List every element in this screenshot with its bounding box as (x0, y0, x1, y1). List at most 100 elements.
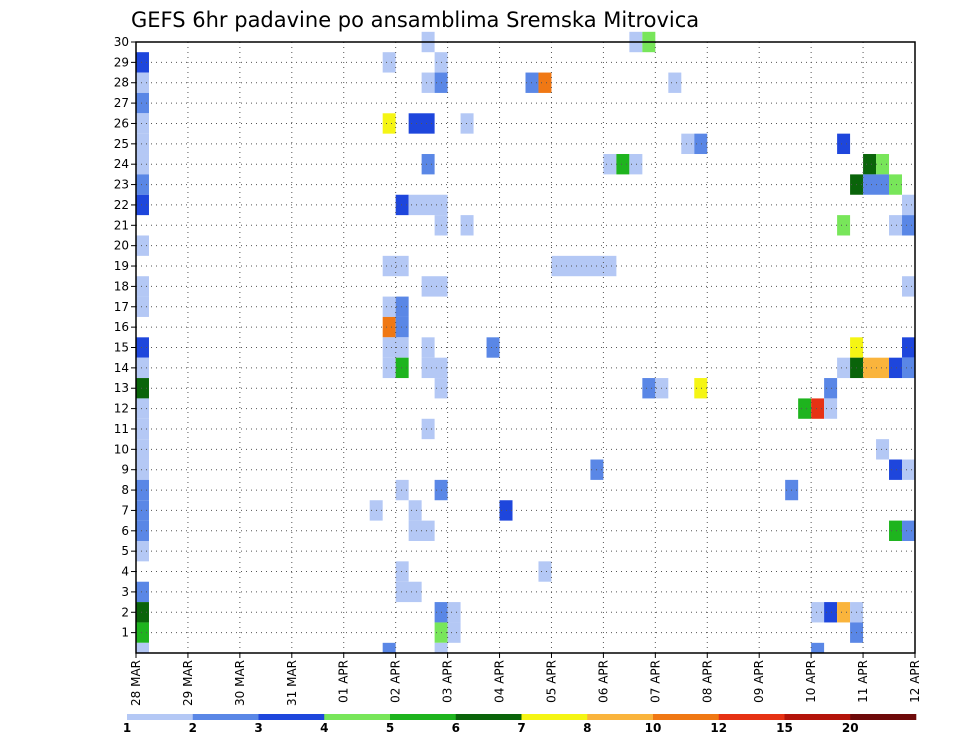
heatmap-cell (136, 439, 149, 460)
x-tick-label: 05 APR (544, 660, 558, 703)
heatmap-cell (421, 154, 435, 175)
heatmap-cell (395, 357, 409, 379)
heatmap-cell (421, 337, 435, 358)
heatmap-cell (136, 500, 149, 521)
x-tick-label: 03 APR (441, 660, 455, 703)
x-tick-label: 09 APR (752, 660, 766, 703)
heatmap-cell (837, 602, 851, 623)
heatmap-cell (902, 215, 915, 236)
heatmap-cell (876, 439, 890, 460)
y-tick-label: 12 (114, 402, 129, 416)
y-tick-label: 21 (114, 218, 129, 232)
heatmap-cell (642, 378, 656, 399)
legend-swatch (850, 714, 917, 720)
heatmap-cell (395, 316, 409, 338)
heatmap-cell (902, 337, 915, 358)
heatmap-cell (447, 622, 461, 643)
y-tick-label: 29 (114, 55, 129, 69)
heatmap-cell (694, 378, 708, 399)
legend-swatch (521, 714, 588, 720)
heatmap-cell (136, 113, 149, 134)
heatmap-cell (408, 500, 422, 521)
legend-swatch (587, 714, 654, 720)
heatmap-cell (863, 154, 877, 175)
legend-swatch (324, 714, 391, 720)
legend-label: 6 (452, 721, 460, 735)
heatmap-cell (486, 337, 500, 358)
heatmap-cell (136, 622, 149, 643)
legend-label: 5 (386, 721, 394, 735)
heatmap-cell (889, 520, 903, 541)
legend-label: 2 (189, 721, 197, 735)
legend-label: 20 (842, 721, 859, 735)
y-tick-label: 27 (114, 96, 129, 110)
y-tick-label: 10 (114, 442, 129, 456)
heatmap-cell (902, 520, 915, 541)
heatmap-cell (837, 215, 851, 236)
y-tick-label: 24 (114, 157, 129, 171)
heatmap-cell (681, 133, 695, 155)
heatmap-cell (136, 642, 149, 653)
y-tick-label: 11 (114, 422, 129, 436)
heatmap-cell (434, 642, 448, 653)
heatmap-cell (136, 398, 149, 419)
colorbar-legend: 1 2 3 4 5 6 7 8 10 12 15 20 (123, 714, 917, 735)
x-tick-label: 10 APR (804, 660, 818, 703)
heatmap-cell (538, 72, 552, 93)
legend-swatch (127, 714, 194, 720)
heatmap-cell (551, 255, 617, 277)
heatmap-cell (460, 215, 474, 236)
heatmap-cell (382, 296, 396, 317)
heatmap-cell (824, 602, 838, 623)
heatmap-cell (382, 316, 396, 338)
y-tick-label: 14 (114, 361, 129, 375)
legend-label: 1 (123, 721, 131, 735)
heatmap-cell (382, 642, 396, 653)
heatmap-cell (889, 174, 903, 195)
heatmap-cell (616, 154, 630, 175)
heatmap-cell (395, 296, 409, 317)
heatmap-cell (408, 194, 448, 216)
heatmap-cell (395, 581, 422, 603)
heatmap-cell (395, 194, 409, 216)
heatmap-cell (447, 602, 461, 623)
heatmap-cell (136, 581, 149, 603)
heatmap-cell (382, 357, 396, 379)
y-axis: 1234567891011121314151617181920212223242… (114, 35, 136, 640)
legend-label: 7 (517, 721, 525, 735)
heatmap-cell (889, 357, 903, 379)
cells-layer (136, 31, 915, 653)
y-tick-label: 23 (114, 178, 129, 192)
legend-label: 3 (254, 721, 262, 735)
heatmap-cell (136, 296, 149, 317)
heatmap-cell (136, 154, 149, 175)
y-tick-label: 7 (121, 503, 129, 517)
x-tick-label: 07 APR (648, 660, 662, 703)
legend-label: 4 (320, 721, 328, 735)
x-tick-label: 11 APR (856, 660, 870, 703)
heatmap-cell (824, 378, 838, 399)
heatmap-cell (824, 398, 838, 419)
legend-swatch (455, 714, 522, 720)
heatmap-cell (136, 174, 149, 195)
legend-label: 15 (776, 721, 793, 735)
heatmap-cell (136, 235, 149, 256)
y-tick-label: 3 (121, 585, 129, 599)
heatmap-cell (382, 255, 409, 277)
heatmap-cell (538, 561, 552, 582)
x-tick-label: 06 APR (596, 660, 610, 703)
heatmap-cell (902, 194, 915, 216)
heatmap-cell (811, 642, 825, 653)
heatmap-cell (136, 276, 149, 297)
heatmap-cell (902, 459, 915, 480)
y-tick-label: 28 (114, 76, 129, 90)
x-tick-label: 31 MAR (285, 660, 299, 706)
legend-label: 12 (710, 721, 727, 735)
y-tick-label: 17 (114, 300, 129, 314)
heatmap-cell (421, 276, 448, 297)
y-tick-label: 25 (114, 137, 129, 151)
heatmap-cell (876, 154, 890, 175)
y-tick-label: 4 (121, 565, 129, 579)
heatmap-cell (668, 72, 682, 93)
heatmap-cell (889, 215, 903, 236)
